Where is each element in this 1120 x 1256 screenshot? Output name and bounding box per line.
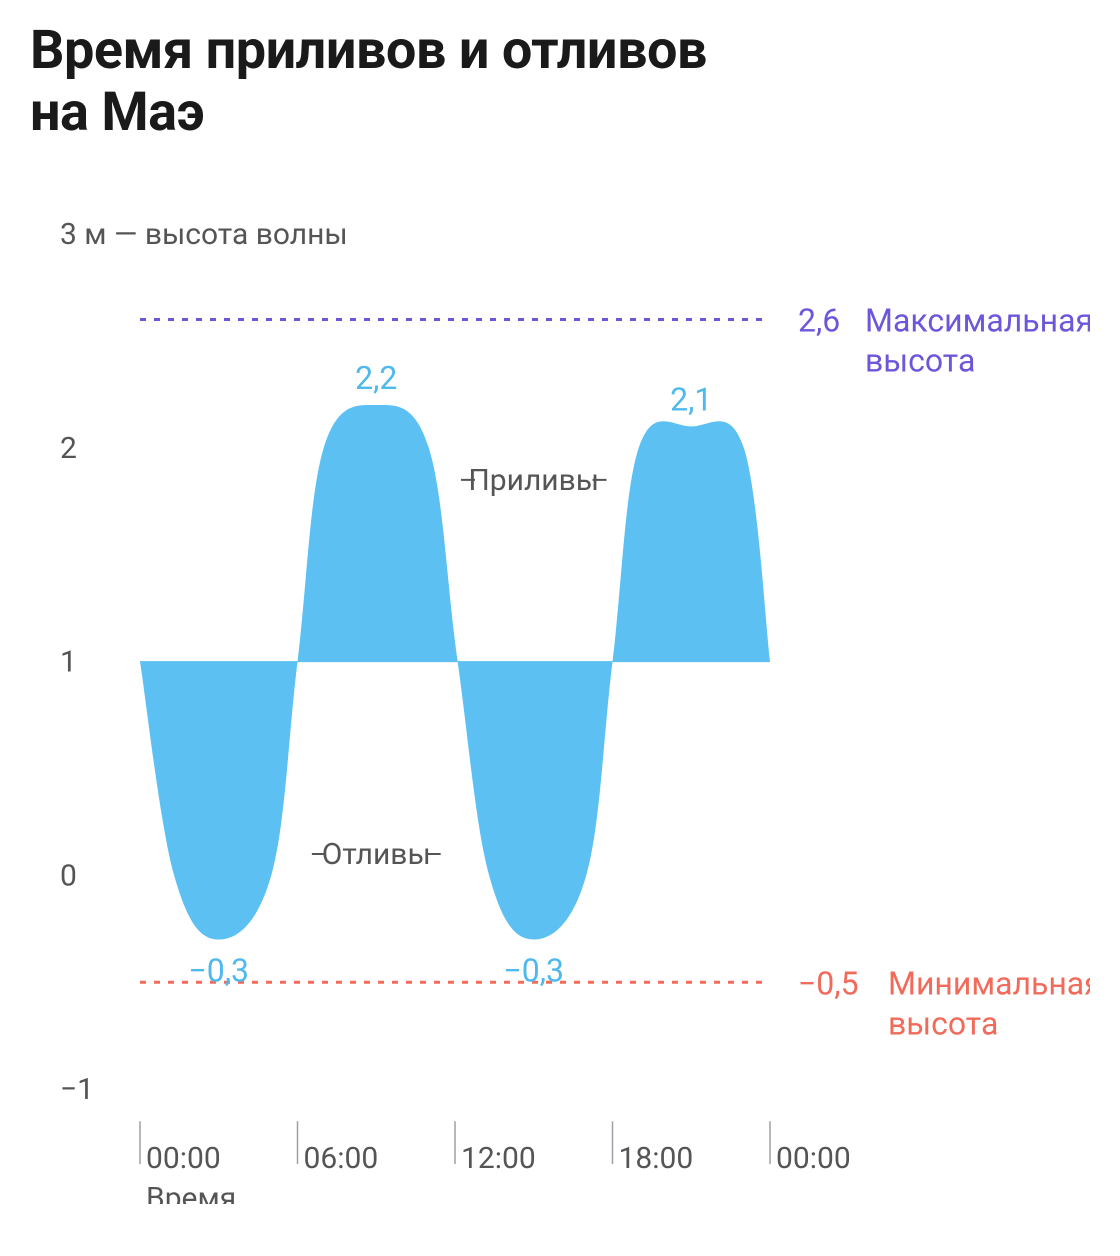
x-tick-label: 00:00	[146, 1141, 221, 1176]
x-axis-title: Время	[146, 1181, 236, 1204]
min-height-label-2: высота	[888, 1004, 998, 1042]
min-height-value: −0,5	[798, 964, 859, 1002]
low-tide-label: Отливы	[322, 837, 431, 872]
trough-label: −0,3	[188, 952, 249, 990]
x-tick-label: 00:00	[776, 1141, 851, 1176]
min-height-label-1: Минимальная	[888, 964, 1090, 1002]
y-tick-label: −1	[60, 1072, 94, 1107]
page: Время приливов и отливов на Маэ 3 м — вы…	[0, 0, 1120, 1256]
tide-chart: 3 м — высота волны 2 1 0 −1 00:00 06:00 12:00 18…	[30, 174, 1090, 1204]
trough-label: −0,3	[503, 952, 564, 990]
title-line-1: Время приливов и отливов	[30, 19, 707, 82]
y-tick-label: 2	[60, 431, 77, 466]
high-tide-label: Приливы	[468, 463, 599, 498]
max-height-label-1: Максимальная	[865, 302, 1090, 340]
y-tick-label: 1	[60, 645, 77, 680]
max-height-value: 2,6	[798, 302, 840, 340]
max-height-label-2: высота	[865, 342, 975, 380]
x-tick-label: 18:00	[619, 1141, 694, 1176]
x-tick-label: 06:00	[304, 1141, 379, 1176]
peak-label: 2,2	[355, 359, 397, 397]
tide-chart-svg: 3 м — высота волны 2 1 0 −1 00:00 06:00 12:00 18…	[30, 174, 1090, 1204]
peak-label: 2,1	[670, 381, 712, 419]
x-tick-label: 12:00	[461, 1141, 536, 1176]
title-line-2: на Маэ	[30, 81, 204, 144]
tide-wave-area	[140, 405, 770, 940]
y-tick-label: 0	[60, 859, 77, 894]
y-tick-label: 3 м — высота волны	[60, 217, 348, 252]
page-title: Время приливов и отливов на Маэ	[30, 20, 1090, 144]
